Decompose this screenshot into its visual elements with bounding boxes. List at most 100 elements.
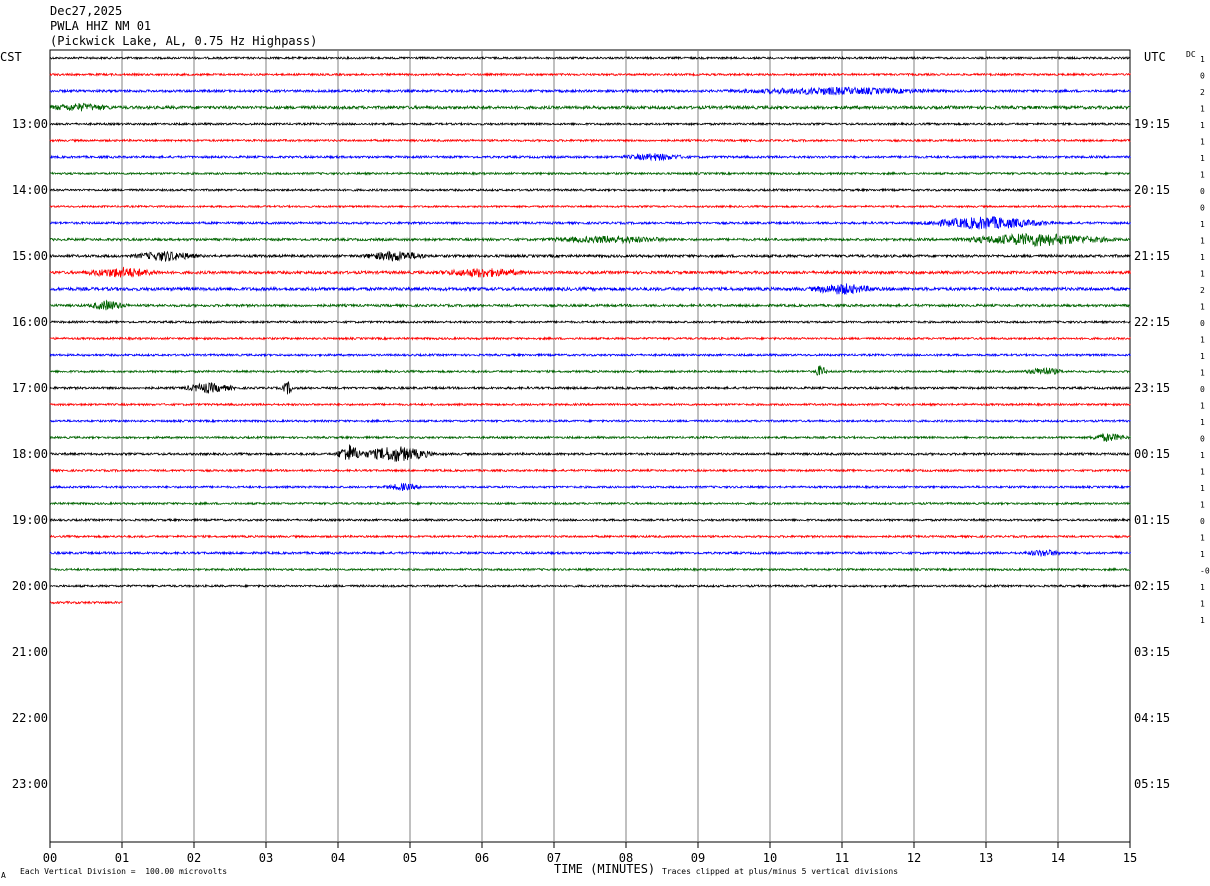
seismic-trace (49, 232, 1131, 248)
x-tick-label: 15 (1123, 851, 1137, 865)
seismic-trace (49, 216, 1131, 230)
x-tick-label: 09 (691, 851, 705, 865)
seismic-trace (49, 501, 1131, 506)
dc-offset-value: 1 (1200, 121, 1205, 130)
dc-offset-value: 1 (1200, 220, 1205, 229)
dc-header: DC (1186, 50, 1196, 59)
dc-offset-value: 1 (1200, 270, 1205, 279)
seismic-trace (49, 583, 1131, 589)
seismic-trace (49, 534, 1131, 540)
utc-hour-label: 02:15 (1134, 579, 1170, 593)
dc-offset-values: 1 0 2 1 1 1 1 1 0 0 1 1 1 1 2 1 0 1 1 1 0 1 1 0 1 1 1 1 0 1 1 -0 1 1 1 (1200, 55, 1210, 625)
x-tick-label: 14 (1051, 851, 1065, 865)
cst-hour-label: 22:00 (12, 711, 48, 725)
cst-hour-labels: 13:00 14:00 15:00 16:00 17:00 18:00 19:00 20:00… (12, 117, 48, 791)
seismic-trace (49, 266, 1131, 278)
seismic-trace (49, 86, 1131, 96)
dc-offset-value: 1 (1200, 369, 1205, 378)
utc-hour-label: 23:15 (1134, 381, 1170, 395)
clipping-note: Traces clipped at plus/minus 5 vertical … (662, 867, 899, 876)
seismic-trace (49, 102, 1131, 112)
cst-hour-label: 21:00 (12, 645, 48, 659)
plot-date: Dec27,2025 (50, 4, 123, 18)
seismic-trace (49, 250, 1131, 262)
seismic-trace (49, 352, 1131, 358)
dc-offset-value: 1 (1200, 55, 1205, 64)
seismic-trace (49, 283, 1131, 295)
seismic-trace (49, 187, 1131, 193)
seismic-trace (49, 567, 1131, 572)
x-tick-label: 00 (43, 851, 57, 865)
x-tick-label: 13 (979, 851, 993, 865)
utc-hour-label: 03:15 (1134, 645, 1170, 659)
seismic-trace (49, 444, 1131, 462)
seismic-trace (49, 418, 1131, 424)
seismic-trace (49, 152, 1131, 162)
minute-gridlines (121, 50, 1059, 842)
dc-offset-value: 1 (1200, 154, 1205, 163)
dc-offset-value: 1 (1200, 352, 1205, 361)
utc-hour-label: 21:15 (1134, 249, 1170, 263)
cst-hour-label: 19:00 (12, 513, 48, 527)
seismic-trace (49, 365, 1131, 376)
utc-hour-label: 00:15 (1134, 447, 1170, 461)
dc-offset-value: 0 (1200, 72, 1205, 81)
cst-hour-label: 15:00 (12, 249, 48, 263)
dc-offset-value: 1 (1200, 418, 1205, 427)
seismic-trace (49, 138, 1131, 144)
dc-offset-value: 1 (1200, 402, 1205, 411)
dc-offset-value: 1 (1200, 253, 1205, 262)
x-tick-label: 10 (763, 851, 777, 865)
dc-offset-value: 1 (1200, 138, 1205, 147)
x-tick-label: 07 (547, 851, 561, 865)
utc-hour-label: 22:15 (1134, 315, 1170, 329)
seismic-trace (49, 121, 1131, 127)
dc-offset-value: 2 (1200, 88, 1205, 97)
utc-hour-label: 20:15 (1134, 183, 1170, 197)
cst-hour-label: 13:00 (12, 117, 48, 131)
x-tick-label: 12 (907, 851, 921, 865)
seismic-trace (49, 171, 1131, 176)
x-tick-label: 03 (259, 851, 273, 865)
cst-hour-label: 14:00 (12, 183, 48, 197)
x-tick-label: 02 (187, 851, 201, 865)
seismic-trace (49, 380, 1131, 395)
station-title: PWLA HHZ NM 01 (50, 19, 152, 33)
dc-offset-value: 1 (1200, 484, 1205, 493)
utc-hour-label: 04:15 (1134, 711, 1170, 725)
station-location: (Pickwick Lake, AL, 0.75 Hz Highpass) (50, 34, 318, 48)
utc-hour-label: 05:15 (1134, 777, 1170, 791)
right-timezone-label: UTC (1144, 50, 1166, 64)
seismic-trace (49, 204, 1131, 209)
dc-offset-value: 1 (1200, 468, 1205, 477)
x-tick-label: 04 (331, 851, 345, 865)
dc-offset-value: 0 (1200, 204, 1205, 213)
dc-offset-value: 1 (1200, 616, 1205, 625)
x-tick-label: 05 (403, 851, 417, 865)
dc-offset-value: 0 (1200, 385, 1205, 394)
dc-offset-value: 1 (1200, 501, 1205, 510)
dc-offset-value: 0 (1200, 517, 1205, 526)
utc-hour-label: 19:15 (1134, 117, 1170, 131)
utc-hour-label: 01:15 (1134, 513, 1170, 527)
x-tick-label: 01 (115, 851, 129, 865)
dc-offset-value: 1 (1200, 451, 1205, 460)
left-timezone-label: CST (0, 50, 22, 64)
cst-hour-label: 17:00 (12, 381, 48, 395)
dc-offset-value: -0 (1200, 567, 1210, 576)
seismic-trace (49, 432, 1131, 442)
seismic-trace (49, 467, 1131, 474)
x-tick-label: 06 (475, 851, 489, 865)
seismic-trace (49, 402, 1131, 407)
seismic-trace (49, 482, 1131, 492)
dc-offset-value: 1 (1200, 171, 1205, 180)
cst-hour-label: 16:00 (12, 315, 48, 329)
corner-mark: A (1, 871, 6, 880)
seismic-trace (49, 299, 1131, 311)
dc-offset-value: 1 (1200, 237, 1205, 246)
dc-offset-value: 1 (1200, 105, 1205, 114)
cst-hour-label: 23:00 (12, 777, 48, 791)
dc-offset-value: 0 (1200, 187, 1205, 196)
utc-hour-labels: 19:15 20:15 21:15 22:15 23:15 00:15 01:15 02:15… (1134, 117, 1170, 791)
